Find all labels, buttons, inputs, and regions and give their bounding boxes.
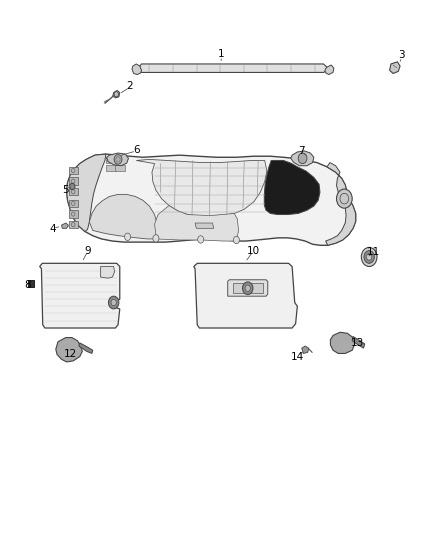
Text: 6: 6 [133, 145, 140, 155]
Circle shape [109, 296, 119, 309]
Polygon shape [79, 343, 93, 353]
Text: 1: 1 [218, 50, 225, 59]
Circle shape [153, 235, 159, 242]
Polygon shape [195, 223, 214, 228]
Text: 3: 3 [399, 51, 405, 60]
Text: 2: 2 [127, 81, 133, 91]
Polygon shape [233, 284, 262, 293]
Circle shape [233, 236, 240, 244]
Polygon shape [106, 165, 116, 171]
Polygon shape [67, 154, 356, 245]
Polygon shape [264, 160, 320, 215]
Polygon shape [390, 62, 400, 74]
Polygon shape [115, 165, 125, 171]
Polygon shape [67, 154, 106, 231]
Polygon shape [194, 263, 297, 328]
Polygon shape [228, 280, 268, 296]
Polygon shape [69, 200, 78, 207]
Text: 4: 4 [49, 224, 56, 235]
Text: 10: 10 [247, 246, 259, 256]
Polygon shape [107, 153, 128, 166]
Polygon shape [69, 211, 78, 217]
Polygon shape [56, 337, 82, 362]
Polygon shape [113, 91, 120, 98]
Polygon shape [352, 336, 365, 348]
Polygon shape [325, 163, 356, 245]
Polygon shape [89, 195, 157, 239]
Text: 12: 12 [64, 349, 77, 359]
Polygon shape [325, 65, 334, 75]
Circle shape [70, 183, 75, 190]
Polygon shape [115, 157, 125, 163]
Circle shape [364, 251, 374, 263]
Polygon shape [291, 151, 314, 166]
Polygon shape [69, 177, 78, 185]
Polygon shape [140, 64, 327, 72]
Polygon shape [136, 159, 267, 216]
Circle shape [245, 285, 251, 292]
Polygon shape [101, 266, 115, 278]
Circle shape [367, 254, 372, 260]
Circle shape [243, 282, 253, 295]
Polygon shape [302, 346, 309, 353]
Circle shape [124, 233, 131, 240]
Polygon shape [61, 223, 68, 228]
Circle shape [336, 189, 352, 208]
Text: 5: 5 [63, 184, 69, 195]
Polygon shape [28, 280, 34, 287]
Text: 8: 8 [24, 280, 31, 290]
Circle shape [114, 155, 122, 164]
Circle shape [198, 236, 204, 243]
Text: 7: 7 [298, 146, 305, 156]
Text: 11: 11 [367, 247, 380, 257]
Circle shape [111, 300, 116, 306]
Polygon shape [69, 167, 78, 174]
Polygon shape [69, 221, 78, 228]
Polygon shape [132, 64, 141, 75]
Text: 9: 9 [84, 246, 91, 256]
Polygon shape [106, 157, 116, 163]
Polygon shape [69, 188, 78, 196]
Text: 13: 13 [351, 338, 364, 349]
Polygon shape [40, 263, 120, 328]
Text: 14: 14 [291, 352, 304, 361]
Circle shape [298, 153, 307, 164]
Circle shape [361, 247, 377, 266]
Polygon shape [155, 206, 239, 241]
Polygon shape [330, 332, 355, 353]
